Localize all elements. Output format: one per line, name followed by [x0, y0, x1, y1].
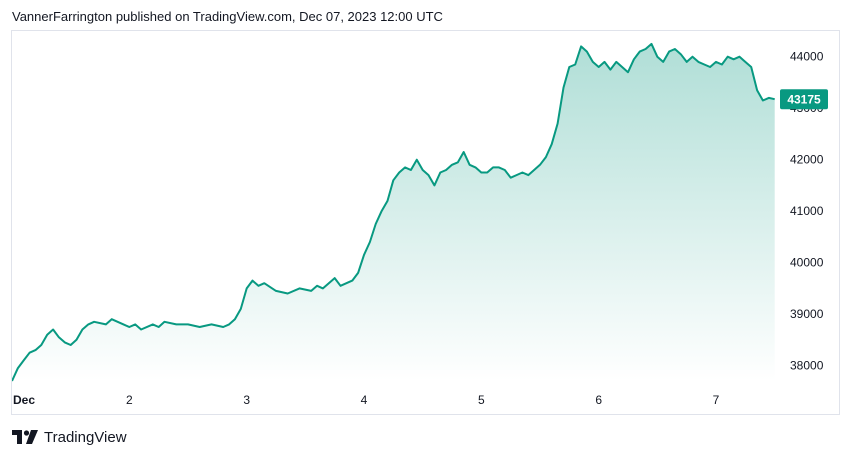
last-price-badge	[780, 89, 828, 110]
x-tick-label: 2	[126, 393, 133, 407]
price-area	[12, 43, 775, 382]
y-tick-label: 41000	[790, 204, 824, 218]
x-tick-label: Dec	[13, 393, 35, 407]
y-tick-label: 42000	[790, 153, 824, 167]
tradingview-logo-icon[interactable]	[12, 428, 38, 446]
price-line	[12, 42, 775, 382]
y-tick-label: 44000	[790, 50, 824, 64]
x-tick-label: 5	[478, 393, 485, 407]
brand-name[interactable]: TradingView	[44, 428, 127, 446]
x-tick-label: 7	[713, 393, 720, 407]
last-price-tag: 43175	[780, 89, 828, 110]
last-price-label: 43175	[787, 93, 821, 107]
x-tick-label: 6	[595, 393, 602, 407]
x-tick-label: 4	[361, 393, 368, 407]
price-series-line	[12, 42, 775, 382]
published-header: VannerFarrington published on TradingVie…	[12, 9, 443, 24]
y-tick-label: 38000	[790, 359, 824, 373]
price-chart[interactable]: 38000390004000041000420004300044000 Dec2…	[12, 31, 841, 416]
footer: TradingView	[12, 428, 127, 446]
x-axis: Dec 2 3 4 5 6 7	[13, 393, 720, 407]
x-tick-label: 3	[243, 393, 250, 407]
y-tick-label: 40000	[790, 256, 824, 270]
chart-frame: 38000390004000041000420004300044000 Dec2…	[11, 30, 840, 415]
area-fill	[12, 43, 775, 382]
y-tick-label: 39000	[790, 307, 824, 321]
